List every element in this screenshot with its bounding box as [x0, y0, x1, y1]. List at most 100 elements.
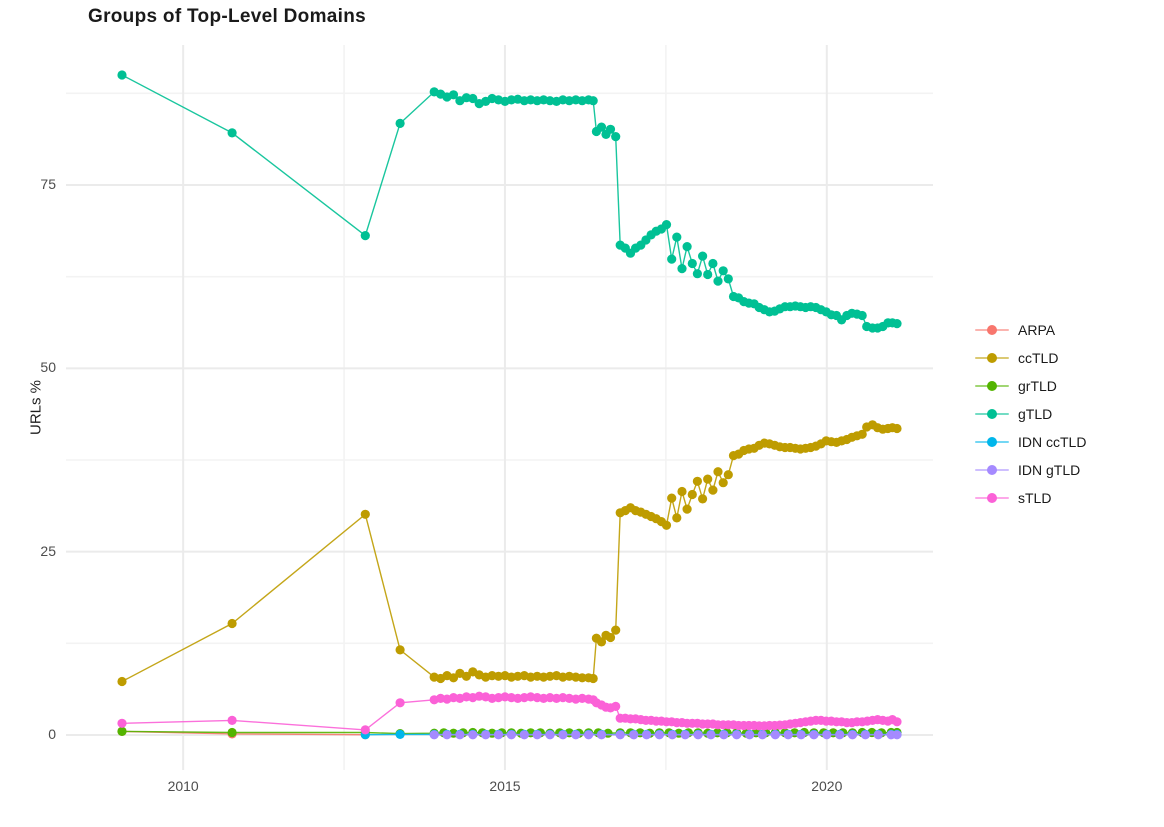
data-point: [860, 730, 871, 740]
data-point: [461, 671, 471, 681]
data-point: [588, 96, 598, 106]
data-point: [468, 93, 478, 104]
data-point: [481, 730, 491, 740]
y-tick-label: 50: [40, 359, 56, 376]
data-point: [395, 698, 405, 708]
grid-minor: [66, 45, 933, 770]
data-point: [629, 730, 639, 740]
data-point: [588, 673, 598, 684]
series-stld: [117, 691, 902, 735]
data-point: [571, 730, 581, 740]
data-point: [723, 274, 733, 284]
data-point: [667, 730, 677, 740]
data-point: [682, 504, 692, 514]
data-point: [892, 717, 902, 727]
data-point: [857, 429, 867, 439]
legend-item-idn-gtld: IDN gTLD: [975, 459, 1155, 480]
data-point: [117, 676, 127, 687]
legend-label: sTLD: [1018, 489, 1052, 506]
series-gtld: [117, 70, 902, 333]
data-point: [672, 513, 682, 523]
data-point: [687, 258, 697, 269]
legend-label: IDN gTLD: [1018, 461, 1081, 478]
data-point: [698, 251, 708, 261]
data-point: [596, 122, 607, 132]
legend-item-gtld: gTLD: [975, 403, 1155, 424]
data-point: [558, 730, 568, 740]
data-point: [687, 489, 697, 500]
data-point: [584, 730, 594, 740]
data-point: [745, 730, 755, 740]
data-point: [703, 269, 713, 280]
data-point: [117, 70, 127, 80]
data-point: [395, 118, 405, 128]
data-point: [809, 730, 819, 740]
data-point: [532, 730, 542, 740]
legend-item-stld: sTLD: [975, 487, 1155, 508]
data-point: [545, 730, 555, 740]
data-point: [847, 730, 858, 740]
data-point: [227, 128, 237, 138]
data-point: [693, 730, 703, 740]
legend-item-arpa: ARPA: [975, 319, 1155, 340]
data-point: [692, 269, 703, 279]
data-point: [596, 730, 607, 740]
data-point: [395, 645, 405, 655]
data-point: [732, 730, 742, 740]
legend-key-line-dot-icon: [975, 489, 1009, 507]
data-point: [227, 618, 237, 629]
legend-item-idn-cctld: IDN ccTLD: [975, 431, 1155, 452]
data-point: [117, 726, 127, 737]
data-point: [857, 310, 867, 321]
y-tick-label: 25: [40, 542, 56, 559]
data-point: [227, 715, 237, 726]
data-point: [770, 730, 780, 740]
data-point: [596, 637, 607, 647]
data-point: [698, 494, 708, 504]
legend-key-line-dot-icon: [975, 377, 1009, 395]
data-point: [873, 730, 883, 740]
data-point: [708, 258, 718, 269]
legend-label: gTLD: [1018, 405, 1053, 422]
legend-key-line-dot-icon: [975, 321, 1009, 339]
x-tick-label: 2010: [167, 778, 199, 794]
data-point: [719, 730, 729, 740]
data-point: [892, 319, 902, 329]
data-point: [448, 673, 459, 683]
data-point: [519, 730, 529, 740]
data-point: [360, 509, 370, 519]
legend-label: IDN ccTLD: [1018, 433, 1087, 450]
data-point: [455, 730, 465, 740]
y-tick-label: 0: [48, 726, 56, 743]
data-point: [654, 730, 665, 740]
data-point: [783, 730, 793, 740]
chart-title: Groups of Top-Level Domains: [88, 6, 366, 27]
data-point: [429, 730, 439, 740]
data-point: [611, 625, 621, 635]
legend: ARPA ccTLD grTLD gTLD IDN ccTLD IDN gTLD…: [975, 319, 1155, 508]
legend-label: ccTLD: [1018, 349, 1059, 366]
data-point: [677, 264, 687, 274]
data-point: [706, 730, 716, 740]
data-point: [468, 730, 478, 740]
data-point: [448, 90, 459, 100]
data-point: [493, 730, 504, 740]
legend-key-line-dot-icon: [975, 349, 1009, 367]
data-point: [360, 725, 370, 735]
data-point: [713, 276, 723, 286]
data-point: [757, 730, 768, 740]
data-point: [506, 730, 516, 740]
legend-label: ARPA: [1018, 321, 1056, 338]
legend-label: grTLD: [1018, 377, 1057, 394]
data-point: [835, 730, 845, 740]
data-point: [692, 476, 703, 486]
data-point: [615, 730, 625, 740]
data-point: [723, 470, 733, 480]
legend-item-grtld: grTLD: [975, 375, 1155, 396]
legend-item-cctld: ccTLD: [975, 347, 1155, 368]
data-point: [677, 486, 687, 497]
data-point: [605, 124, 616, 134]
data-point: [713, 467, 723, 477]
